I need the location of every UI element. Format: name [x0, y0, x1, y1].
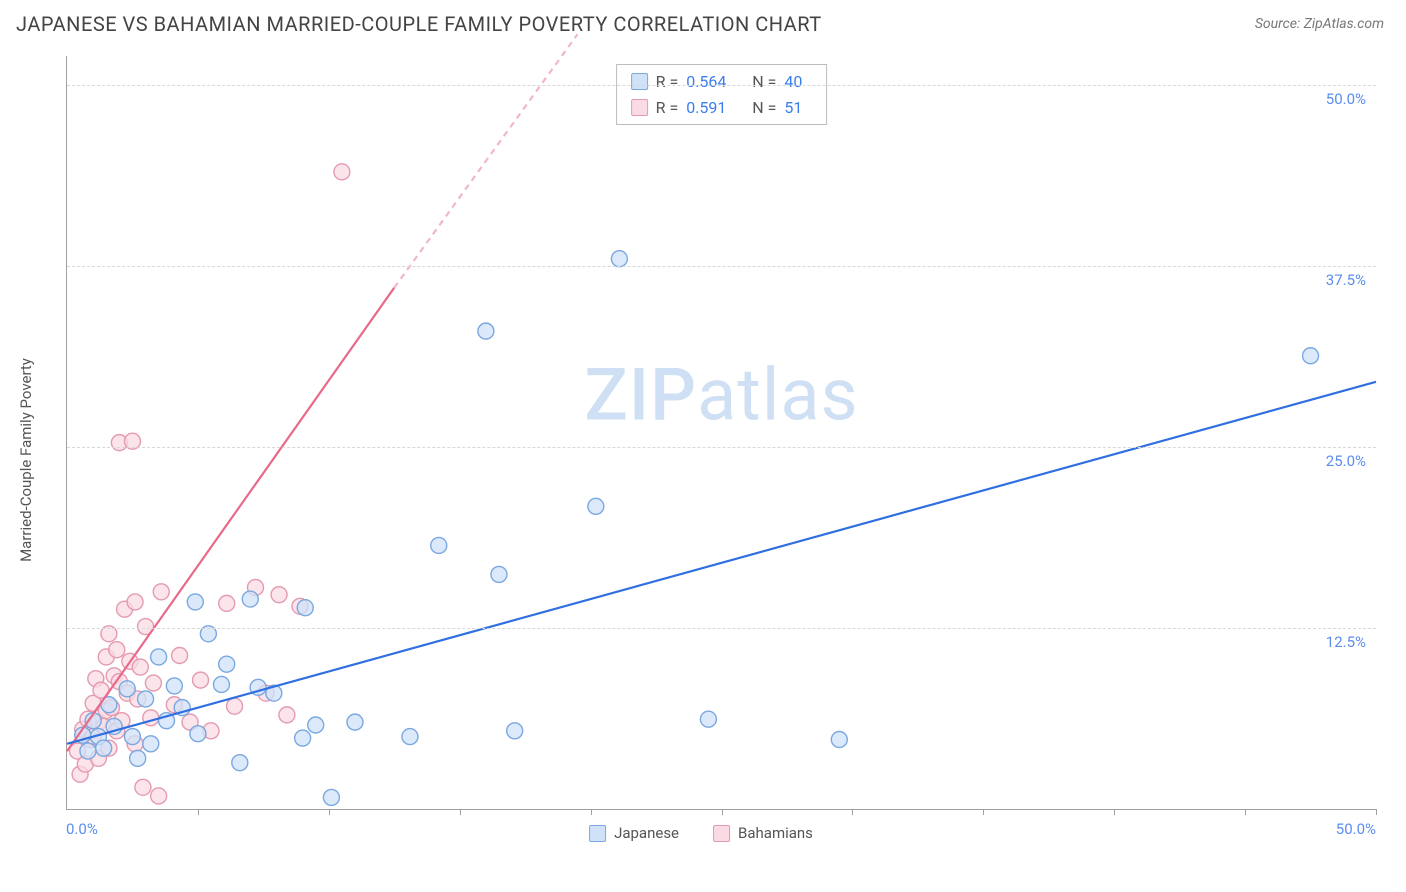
x-max-label: 50.0%	[1336, 820, 1376, 838]
data-point	[132, 659, 148, 675]
x-tick	[983, 809, 984, 815]
y-axis-title: Married-Couple Family Poverty	[17, 358, 35, 562]
data-point	[323, 789, 339, 805]
swatch-bahamians	[713, 825, 730, 842]
stats-n-label: N =	[752, 69, 776, 95]
x-tick	[1114, 809, 1115, 815]
data-point	[138, 691, 154, 707]
data-point	[242, 591, 258, 607]
data-point	[187, 594, 203, 610]
data-point	[347, 714, 363, 730]
stats-box: R = 0.564 N = 40 R = 0.591 N = 51	[616, 64, 828, 125]
legend-label-japanese: Japanese	[614, 824, 679, 842]
data-point	[219, 595, 235, 611]
chart-container: Married-Couple Family Poverty ZIPatlas R…	[16, 48, 1386, 872]
data-point	[124, 729, 140, 745]
x-tick	[329, 809, 330, 815]
data-point	[507, 723, 523, 739]
data-point	[1303, 348, 1319, 364]
stats-row: R = 0.564 N = 40	[631, 69, 813, 95]
data-point	[151, 649, 167, 665]
data-point	[190, 726, 206, 742]
data-point	[119, 681, 135, 697]
data-point	[831, 731, 847, 747]
data-point	[279, 707, 295, 723]
data-point	[611, 251, 627, 267]
regression-line	[67, 382, 1376, 744]
swatch-japanese	[589, 825, 606, 842]
stats-r-label: R =	[656, 69, 679, 95]
stats-r-value: 0.591	[686, 95, 734, 121]
data-point	[297, 600, 313, 616]
x-tick	[852, 809, 853, 815]
legend-label-bahamians: Bahamians	[738, 824, 813, 842]
data-point	[334, 164, 350, 180]
data-point	[135, 779, 151, 795]
data-point	[232, 755, 248, 771]
y-tick-label: 12.5%	[1326, 633, 1366, 651]
gridline	[67, 628, 1376, 629]
stats-r-value: 0.564	[686, 69, 734, 95]
chart-title: JAPANESE VS BAHAMIAN MARRIED-COUPLE FAMI…	[16, 12, 822, 36]
data-point	[431, 537, 447, 553]
gridline	[67, 85, 1376, 86]
x-tick	[591, 809, 592, 815]
data-point	[109, 642, 125, 658]
data-point	[219, 656, 235, 672]
data-point	[145, 675, 161, 691]
plot-area: ZIPatlas R =0.564N =40R =0.591N =51 12.5…	[66, 56, 1376, 810]
data-point	[213, 676, 229, 692]
data-point	[153, 584, 169, 600]
data-point	[127, 594, 143, 610]
stats-n-label: N =	[752, 95, 776, 121]
data-point	[96, 740, 112, 756]
data-point	[271, 587, 287, 603]
x-tick	[1376, 809, 1377, 815]
stats-r-label: R =	[656, 95, 679, 121]
data-point	[295, 730, 311, 746]
data-point	[166, 678, 182, 694]
data-point	[143, 710, 159, 726]
data-point	[143, 736, 159, 752]
regression-line	[394, 34, 577, 287]
data-point	[700, 711, 716, 727]
x-min-label: 0.0%	[66, 820, 98, 838]
gridline	[67, 266, 1376, 267]
x-tick	[722, 809, 723, 815]
legend: Japanese Bahamians	[589, 824, 813, 842]
data-point	[588, 498, 604, 514]
data-point	[478, 323, 494, 339]
stats-swatch	[631, 99, 648, 116]
data-point	[151, 788, 167, 804]
data-point	[227, 698, 243, 714]
x-tick	[198, 809, 199, 815]
y-tick-label: 37.5%	[1326, 271, 1366, 289]
gridline	[67, 447, 1376, 448]
data-point	[130, 750, 146, 766]
x-tick	[460, 809, 461, 815]
legend-item-bahamians: Bahamians	[713, 824, 813, 842]
stats-n-value: 40	[784, 69, 812, 95]
plot-svg	[67, 56, 1376, 809]
source-credit: Source: ZipAtlas.com	[1255, 16, 1384, 32]
stats-row: R = 0.591 N = 51	[631, 95, 813, 121]
y-tick-label: 50.0%	[1326, 90, 1366, 108]
data-point	[308, 717, 324, 733]
stats-swatch	[631, 73, 648, 90]
data-point	[491, 566, 507, 582]
y-tick-label: 25.0%	[1326, 452, 1366, 470]
stats-n-value: 51	[784, 95, 812, 121]
legend-item-japanese: Japanese	[589, 824, 679, 842]
x-tick	[1245, 809, 1246, 815]
regression-line	[67, 288, 394, 751]
data-point	[172, 648, 188, 664]
data-point	[193, 672, 209, 688]
data-point	[402, 729, 418, 745]
data-point	[80, 743, 96, 759]
